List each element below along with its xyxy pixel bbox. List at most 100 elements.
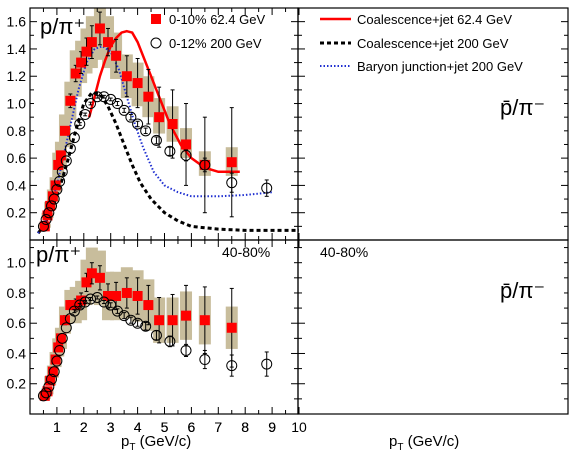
- y-tick-label: 0.8: [7, 285, 27, 301]
- data-point-square: [81, 46, 92, 57]
- y-tick-label: 1.2: [7, 68, 27, 84]
- data-point-square: [226, 322, 237, 333]
- systematic-band: [167, 363, 179, 378]
- data-point-circle: [112, 330, 122, 340]
- legend-label-red-squares: 0-10% 62.4 GeV: [169, 12, 265, 27]
- systematic-band: [64, 174, 76, 190]
- x-tick-label: 5: [161, 419, 169, 435]
- y-tick-label: 1.4: [7, 41, 27, 57]
- x-tick-label: 3: [107, 419, 115, 435]
- x-tick-label: 2: [80, 419, 88, 435]
- data-point-circle: [60, 322, 72, 334]
- data-point-circle: [141, 160, 151, 170]
- x-tick-label: 4: [134, 419, 142, 435]
- data-point-square: [200, 212, 210, 222]
- legend-label-red-line: Coalescence+jet 62.4 GeV: [357, 12, 512, 27]
- data-point-square: [70, 68, 81, 79]
- data-point-circle: [79, 108, 91, 120]
- x-tick-label: 10: [291, 419, 307, 435]
- data-point-circle: [180, 149, 192, 161]
- data-point-circle: [125, 111, 137, 123]
- data-point-square: [81, 277, 92, 288]
- centrality-bottom-right: 40-80%: [320, 244, 368, 260]
- data-point-square: [55, 333, 66, 344]
- data-point-square: [132, 78, 143, 89]
- data-point-circle: [261, 182, 273, 194]
- x-tick-label: 1: [53, 419, 61, 435]
- systematic-band: [180, 361, 192, 376]
- data-point-circle: [46, 373, 58, 385]
- centrality-bottom-left: 40-80%: [222, 244, 270, 260]
- data-point-square: [47, 366, 58, 377]
- data-point-circle: [69, 338, 79, 348]
- data-point-circle: [262, 379, 272, 389]
- data-point-circle: [37, 390, 49, 402]
- data-point-square: [65, 367, 75, 377]
- data-point-square: [167, 119, 178, 129]
- data-point-square: [154, 315, 165, 326]
- data-point-circle: [118, 104, 130, 116]
- data-point-square: [94, 23, 105, 34]
- data-point-circle: [91, 91, 103, 103]
- data-point-circle: [40, 214, 52, 226]
- data-point-circle: [92, 118, 102, 128]
- data-point-square: [122, 174, 132, 184]
- x-tick-label: 4: [134, 419, 142, 435]
- data-point-circle: [75, 330, 85, 340]
- plot-area: [36, 8, 298, 235]
- y-tick-label: 0.2: [7, 205, 27, 221]
- systematic-band: [180, 369, 192, 384]
- data-point-circle: [40, 387, 52, 399]
- data-point-square: [65, 182, 75, 192]
- data-point-square: [227, 219, 237, 229]
- legend-left: 0-10% 62.4 GeV 0-12% 200 GeV: [150, 12, 265, 51]
- data-point-square: [200, 386, 210, 396]
- systematic-band: [125, 334, 137, 352]
- data-point-square: [94, 272, 105, 283]
- plot-area: [37, 247, 273, 402]
- data-point-square: [111, 290, 122, 301]
- data-point-square: [86, 37, 97, 48]
- panel-bottom-right: 1 2 3 4 5 6 7 8 9 10: [53, 239, 569, 435]
- x-tick-label: 2: [80, 419, 88, 435]
- systematic-band: [164, 357, 176, 372]
- y-tick-label: 1.0: [7, 255, 27, 271]
- data-point-circle: [37, 220, 49, 232]
- data-point-square: [111, 167, 121, 177]
- data-point-circle: [79, 296, 91, 308]
- data-point-square: [111, 361, 121, 371]
- data-point-square: [53, 342, 64, 353]
- data-point-circle: [51, 184, 63, 196]
- x-tick-label: 1: [53, 419, 61, 435]
- data-point-circle: [164, 335, 176, 347]
- systematic-band: [121, 331, 133, 360]
- panel-label-top-left: p/π⁺: [40, 14, 85, 39]
- data-point-circle: [99, 119, 109, 129]
- data-point-square: [168, 376, 178, 386]
- panel-top-left: 0.2 0.4 0.6 0.8 1.0 1.2 1.4 1.6: [7, 7, 299, 241]
- data-point-circle: [98, 296, 110, 308]
- data-point-circle: [133, 341, 143, 351]
- y-tick-label: 0.6: [7, 150, 27, 166]
- data-point-circle: [105, 93, 117, 105]
- data-point-square: [86, 268, 97, 279]
- x-tick-label: 7: [214, 419, 222, 435]
- y-tick-label: 1.6: [7, 14, 27, 30]
- data-point-square: [81, 356, 91, 366]
- systematic-band: [142, 165, 154, 183]
- data-point-circle: [141, 345, 151, 355]
- data-point-circle: [199, 159, 211, 171]
- data-point-square: [65, 300, 76, 311]
- data-point-circle: [165, 359, 175, 369]
- data-point-square: [181, 310, 192, 321]
- curve-black-dashed: [36, 90, 298, 235]
- x-tick-label: 6: [188, 419, 196, 435]
- legend-marker-open-circle: [150, 37, 162, 49]
- data-point-square: [87, 353, 97, 363]
- data-point-circle: [64, 143, 76, 155]
- data-point-square: [81, 160, 91, 170]
- y-tick-label: 0.4: [7, 177, 27, 193]
- data-point-square: [103, 359, 113, 369]
- data-point-square: [154, 374, 164, 384]
- panels: 0.2 0.4 0.6 0.8 1.0 1.2 1.4 1.6 0.2 0.4 0.6 0.8 1.0 1…: [7, 7, 569, 435]
